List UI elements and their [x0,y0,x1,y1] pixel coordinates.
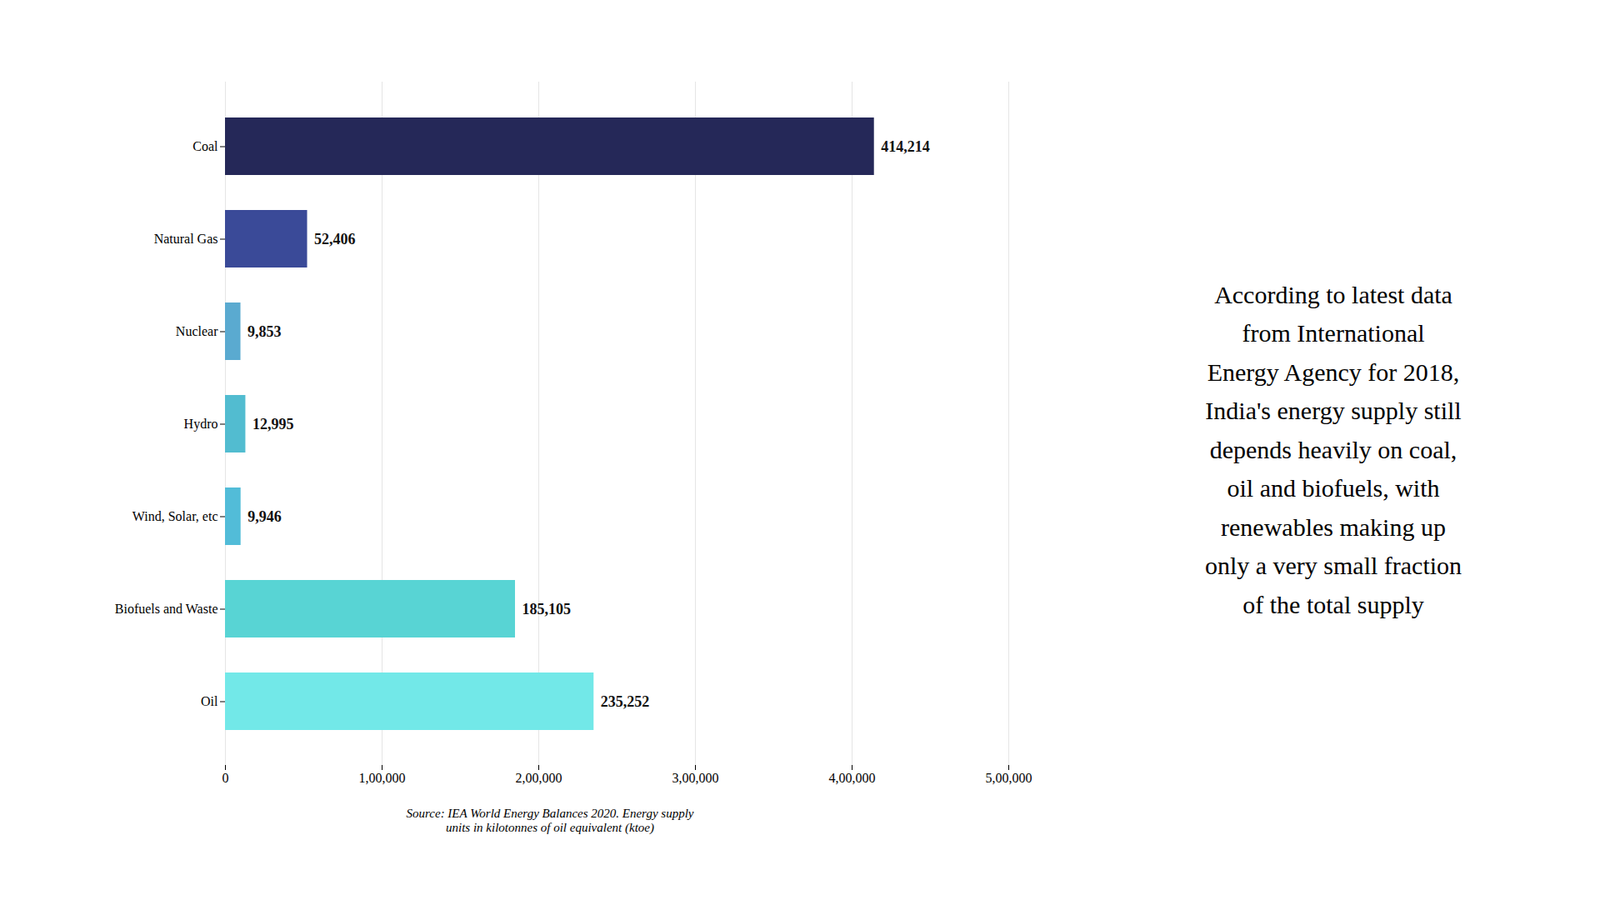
svg-text:Wind, Solar, etc: Wind, Solar, etc [132,509,219,524]
svg-text:1,00,000: 1,00,000 [359,770,406,785]
svg-text:3,00,000: 3,00,000 [672,770,720,785]
svg-text:12,995: 12,995 [252,415,295,433]
html-text:Source: IEA World Energy Balan: Source: IEA World Energy Balances 2020. … [406,806,694,835]
svg-text:Hydro: Hydro [184,416,219,432]
svg-text:414,214: 414,214 [880,138,930,155]
svg-text:235,252: 235,252 [600,693,650,710]
svg-text:Biofuels and Waste: Biofuels and Waste [115,601,219,616]
svg-text:5,00,000: 5,00,000 [985,770,1033,785]
html-text:According to latest data from: According to latest data from Internatio… [1204,280,1462,619]
svg-text:Coal: Coal [192,139,219,154]
svg-text:Oil: Oil [200,694,219,709]
svg-text:Natural Gas: Natural Gas [154,231,219,246]
svg-text:4,00,000: 4,00,000 [829,770,876,785]
svg-text:Nuclear: Nuclear [175,324,219,339]
svg-text:0: 0 [222,770,230,785]
svg-text:9,946: 9,946 [247,508,282,525]
svg-text:9,853: 9,853 [247,323,282,340]
svg-text:52,406: 52,406 [314,230,356,248]
svg-text:2,00,000: 2,00,000 [515,770,563,785]
svg-text:185,105: 185,105 [521,600,571,618]
